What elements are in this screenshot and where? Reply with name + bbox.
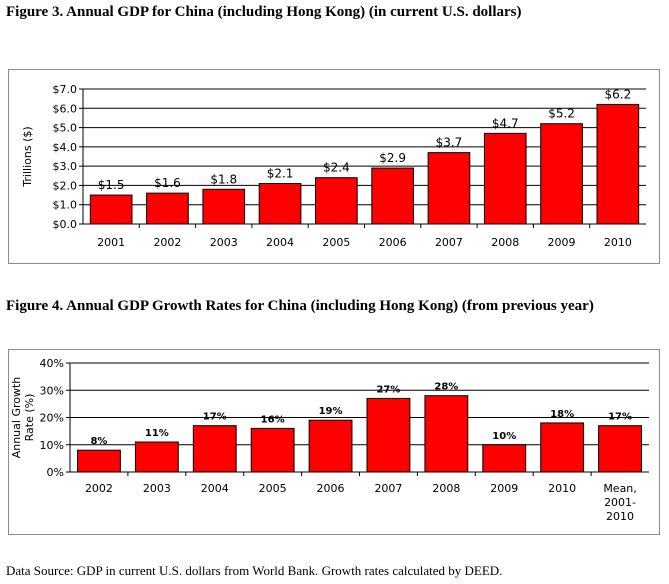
- x-category-label: 2003: [210, 236, 238, 249]
- x-category-label: 2006: [317, 482, 345, 495]
- data-label: $3.7: [436, 136, 463, 150]
- bar: [540, 422, 585, 473]
- x-category-label: 2009: [490, 482, 518, 495]
- x-category-label: 2007: [374, 482, 402, 495]
- data-label: 18%: [550, 409, 574, 420]
- y-axis-label: Trillions ($): [21, 126, 34, 187]
- bar: [315, 177, 358, 225]
- data-label: $2.9: [379, 151, 406, 165]
- bar: [89, 194, 133, 225]
- data-label: $2.1: [267, 167, 294, 181]
- growth-chart-frame: 0% 10% 20% 30% 40% 8% 2002 11% 2003 17% 2004 16% 200…: [8, 349, 660, 535]
- bar: [371, 167, 414, 225]
- x-category-label: Mean, 2001-2010: [603, 482, 636, 523]
- x-category-label: 2008: [432, 482, 460, 495]
- y-axis-label: Annual GrowthRate (%): [10, 377, 36, 459]
- bar: [258, 183, 302, 225]
- data-label: $2.4: [323, 161, 350, 175]
- x-category-label: 2004: [266, 236, 294, 249]
- figure-3-title: Figure 3. Annual GDP for China (includin…: [6, 4, 522, 20]
- x-category-label: 2004: [201, 482, 229, 495]
- data-label: $6.2: [604, 87, 631, 101]
- data-label: $1.5: [98, 178, 125, 192]
- growth-chart: 0% 10% 20% 30% 40% 8% 2002 11% 2003 17% 2004 16% 200…: [10, 357, 649, 523]
- y-tick-label: 10%: [40, 439, 64, 452]
- gdp-chart-frame: $0.0 $1.0 $2.0 $3.0 $4.0 $5.0 $6.0 $7.0 $1.5 2001…: [8, 69, 660, 264]
- bar: [427, 152, 471, 225]
- x-category-label: 2009: [548, 236, 576, 249]
- data-label: 8%: [90, 436, 107, 447]
- figure-4-title: Figure 4. Annual GDP Growth Rates for Ch…: [6, 298, 594, 314]
- data-label: $5.2: [548, 107, 575, 121]
- bar: [366, 397, 411, 473]
- y-tick-label: 30%: [40, 384, 64, 397]
- bar: [134, 441, 179, 473]
- data-source-note: Data Source: GDP in current U.S. dollars…: [6, 563, 503, 578]
- bar: [424, 395, 469, 473]
- bar: [482, 444, 527, 473]
- y-tick-label: 0%: [47, 466, 64, 479]
- y-tick-label: $2.0: [53, 179, 78, 192]
- data-label: $1.6: [154, 176, 181, 190]
- bar: [146, 192, 189, 225]
- bar: [77, 449, 121, 473]
- data-label: 11%: [145, 428, 169, 439]
- data-label: 19%: [319, 406, 343, 417]
- x-category-label: 2006: [379, 236, 407, 249]
- y-tick-label: $3.0: [53, 160, 78, 173]
- data-label: 10%: [492, 431, 516, 442]
- x-category-label: 2005: [322, 236, 350, 249]
- y-tick-label: $0.0: [53, 218, 78, 231]
- y-tick-label: $1.0: [53, 199, 78, 212]
- bar: [598, 425, 642, 473]
- bar: [250, 427, 295, 473]
- y-tick-label: $4.0: [53, 141, 78, 154]
- data-label: $4.7: [492, 116, 519, 130]
- y-tick-label: $5.0: [53, 122, 78, 135]
- x-category-label: 2008: [491, 236, 519, 249]
- bar: [202, 188, 246, 225]
- bar: [483, 132, 527, 225]
- x-category-label: 2002: [85, 482, 113, 495]
- x-category-label: 2002: [153, 236, 181, 249]
- bar: [308, 419, 353, 473]
- data-label: $1.8: [210, 172, 237, 186]
- y-tick-label: 40%: [40, 357, 64, 370]
- x-category-label: 2003: [143, 482, 171, 495]
- gdp-chart: $0.0 $1.0 $2.0 $3.0 $4.0 $5.0 $6.0 $7.0 $1.5 2001…: [21, 83, 646, 249]
- x-category-label: 2010: [604, 236, 632, 249]
- bar: [540, 123, 583, 225]
- bar: [596, 103, 640, 225]
- data-label: 27%: [376, 384, 400, 395]
- data-label: 17%: [203, 412, 227, 423]
- bar: [192, 425, 237, 473]
- y-tick-label: $7.0: [53, 83, 78, 96]
- x-category-label: 2001: [97, 236, 125, 249]
- y-tick-label: $6.0: [53, 102, 78, 115]
- x-category-label: 2007: [435, 236, 463, 249]
- data-label: 28%: [434, 382, 458, 393]
- data-label: 16%: [261, 414, 285, 425]
- x-category-label: 2005: [259, 482, 287, 495]
- y-tick-label: 20%: [40, 412, 64, 425]
- x-category-label: 2010: [548, 482, 576, 495]
- data-label: 17%: [608, 412, 632, 423]
